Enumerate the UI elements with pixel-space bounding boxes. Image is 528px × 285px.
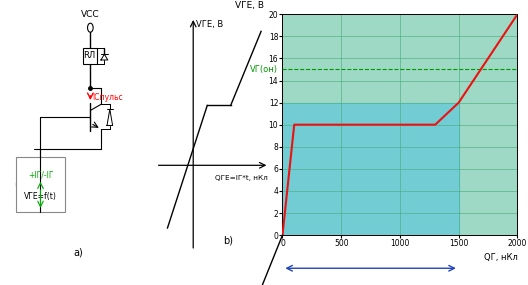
Text: VГЕ, В: VГЕ, В bbox=[195, 20, 223, 29]
Text: VСС: VСС bbox=[81, 10, 100, 19]
Text: +IГ/-IГ: +IГ/-IГ bbox=[28, 170, 53, 179]
Text: VГ(он): VГ(он) bbox=[250, 65, 278, 74]
Bar bbox=[83, 48, 97, 64]
Text: VГЕ=f(t): VГЕ=f(t) bbox=[24, 192, 57, 201]
Text: QГЕ=IГ*t, нКл: QГЕ=IГ*t, нКл bbox=[215, 175, 268, 181]
Text: b): b) bbox=[223, 235, 233, 245]
Text: RЛ: RЛ bbox=[83, 51, 96, 60]
Text: QГ, нКл: QГ, нКл bbox=[484, 253, 517, 262]
Bar bbox=[282, 103, 459, 235]
Text: VГЕ, В: VГЕ, В bbox=[235, 1, 264, 10]
Text: a): a) bbox=[73, 247, 83, 257]
Bar bbox=[16, 157, 65, 212]
Text: IСпульс: IСпульс bbox=[93, 93, 124, 102]
